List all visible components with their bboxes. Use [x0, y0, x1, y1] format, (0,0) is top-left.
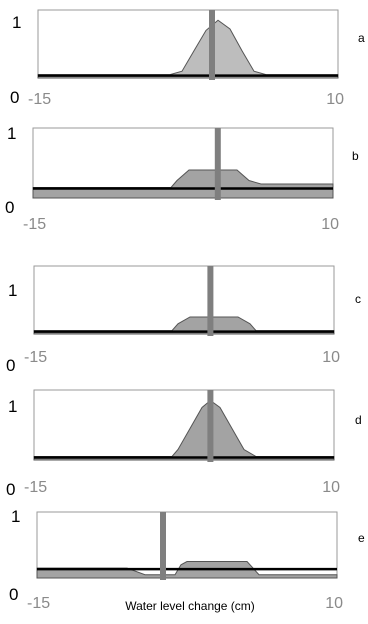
panel-b-ytick-0: 0 — [5, 198, 14, 217]
panel-c-xtick-min: -15 — [24, 349, 47, 366]
panel-c-ytick-0: 0 — [6, 356, 15, 375]
panel-d-ytick-0: 0 — [6, 480, 15, 499]
panel-a-xtick-max: 10 — [326, 91, 344, 108]
panel-d-label: d — [355, 413, 362, 427]
panel-c-xtick-max: 10 — [322, 349, 340, 366]
panel-d-xtick-max: 10 — [322, 479, 340, 496]
panel-b-xtick-min: -15 — [23, 216, 46, 233]
panel-b-ytick-1: 1 — [7, 124, 16, 143]
panel-a-ytick-0: 0 — [10, 88, 19, 107]
panel-a-label: a — [358, 31, 365, 45]
panel-c-label: c — [355, 292, 361, 306]
panel-c-ytick-1: 1 — [8, 281, 17, 300]
panel-a-ytick-1: 1 — [12, 13, 21, 32]
panel-e-xtick-min: -15 — [27, 595, 50, 612]
panel-e-xtick-max: 10 — [325, 595, 343, 612]
panel-e-label: e — [358, 531, 365, 545]
x-axis-title: Water level change (cm) — [125, 599, 255, 613]
panel-e-ytick-0: 0 — [9, 585, 18, 604]
panel-a-xtick-min: -15 — [28, 91, 51, 108]
panel-b-label: b — [352, 149, 359, 163]
panel-e-ytick-1: 1 — [11, 507, 20, 526]
panel-d-ytick-1: 1 — [8, 397, 17, 416]
panel-d-xtick-min: -15 — [24, 479, 47, 496]
panel-b-xtick-max: 10 — [321, 216, 339, 233]
